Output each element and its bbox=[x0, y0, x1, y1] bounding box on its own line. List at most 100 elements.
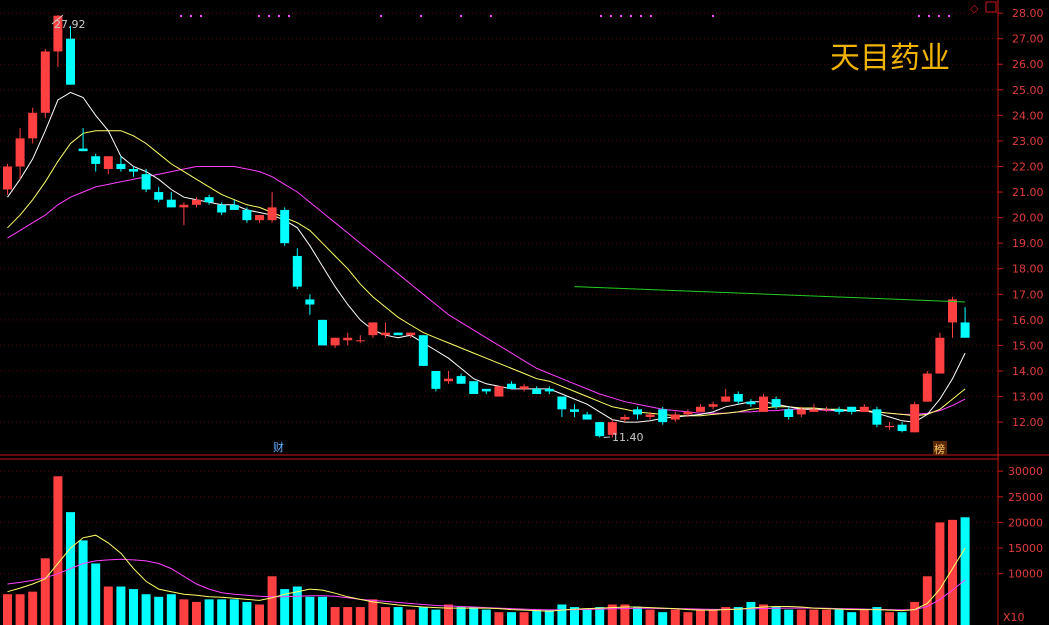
candle-body bbox=[948, 299, 957, 323]
volume-bar bbox=[620, 604, 630, 625]
candle-body bbox=[393, 332, 403, 336]
volume-bar bbox=[607, 604, 617, 625]
candle-body bbox=[759, 396, 768, 412]
event-dot bbox=[200, 15, 202, 17]
volume-bar bbox=[192, 601, 201, 625]
price-tick-label: 25.00 bbox=[1012, 84, 1044, 97]
event-dot bbox=[620, 15, 622, 17]
candle-body bbox=[481, 388, 491, 392]
candle-body bbox=[897, 424, 907, 432]
candle-body bbox=[633, 409, 642, 415]
volume-bar bbox=[532, 609, 542, 625]
candle-body bbox=[696, 406, 705, 412]
candle-body bbox=[15, 138, 25, 167]
candle-body bbox=[670, 414, 680, 420]
candle-body bbox=[267, 207, 277, 221]
volume-bar bbox=[847, 612, 857, 625]
diamond-icon[interactable]: ◇ bbox=[970, 2, 979, 15]
volume-bar bbox=[78, 540, 88, 625]
candle-body bbox=[28, 112, 38, 139]
candle-body bbox=[960, 322, 970, 338]
candle-body bbox=[166, 199, 176, 208]
candle-body bbox=[544, 388, 554, 392]
price-tick-label: 23.00 bbox=[1012, 135, 1044, 148]
candle-body bbox=[620, 416, 630, 420]
candle-body bbox=[229, 204, 239, 210]
volume-bar bbox=[444, 604, 453, 625]
volume-bar bbox=[595, 607, 605, 625]
window-icon[interactable] bbox=[985, 1, 997, 13]
candle-body bbox=[834, 409, 844, 412]
volume-bar bbox=[242, 601, 252, 625]
event-dot bbox=[938, 15, 940, 17]
candle-body bbox=[192, 199, 201, 205]
volume-bar bbox=[885, 612, 894, 625]
volume-bar bbox=[822, 609, 831, 625]
price-tick-label: 26.00 bbox=[1012, 58, 1044, 71]
volume-bar bbox=[292, 586, 302, 625]
candle-body bbox=[318, 319, 327, 346]
event-dot bbox=[288, 15, 290, 17]
price-tick-label: 21.00 bbox=[1012, 186, 1044, 199]
volume-bar bbox=[796, 609, 806, 625]
event-dot bbox=[640, 15, 642, 17]
volume-bar bbox=[406, 609, 416, 625]
candle-body bbox=[406, 332, 416, 336]
volume-bar bbox=[670, 609, 680, 625]
volume-bar bbox=[910, 601, 920, 625]
volume-bar bbox=[116, 586, 126, 625]
volume-bar bbox=[582, 609, 592, 625]
candle-body bbox=[570, 409, 579, 412]
event-dot bbox=[630, 15, 632, 17]
candle-body bbox=[582, 414, 592, 420]
high-price-label: 27.92 bbox=[54, 18, 86, 31]
volume-bar bbox=[746, 601, 756, 625]
volume-bar bbox=[393, 607, 403, 625]
volume-bar bbox=[28, 591, 38, 625]
volume-bar bbox=[570, 607, 579, 625]
volume-bar bbox=[204, 599, 214, 625]
candle-body bbox=[204, 197, 214, 203]
candle-body bbox=[595, 422, 605, 437]
price-tick-label: 16.00 bbox=[1012, 314, 1044, 327]
volume-bar bbox=[418, 607, 428, 625]
price-tick-label: 12.00 bbox=[1012, 416, 1044, 429]
candle-body bbox=[292, 255, 302, 287]
candle-body bbox=[683, 411, 693, 415]
volume-bar bbox=[708, 609, 718, 625]
candle-body bbox=[116, 163, 126, 170]
price-ma5-line bbox=[7, 91, 966, 423]
candle-body bbox=[418, 335, 428, 366]
volume-bar bbox=[872, 607, 882, 625]
volume-bar bbox=[859, 609, 869, 625]
price-tick-label: 24.00 bbox=[1012, 109, 1044, 122]
volume-bar bbox=[633, 607, 642, 625]
volume-bar bbox=[733, 607, 743, 625]
volume-bar bbox=[557, 604, 567, 625]
price-tick-label: 19.00 bbox=[1012, 237, 1044, 250]
trend-line bbox=[574, 286, 966, 303]
candle-body bbox=[922, 373, 932, 402]
event-dot bbox=[278, 15, 280, 17]
candle-body bbox=[519, 386, 529, 389]
candle-body bbox=[910, 404, 920, 433]
candle-body bbox=[330, 337, 340, 346]
event-dot bbox=[610, 15, 612, 17]
candle-body bbox=[141, 174, 151, 190]
candle-body bbox=[935, 337, 945, 374]
candle-body bbox=[532, 388, 542, 394]
candle-body bbox=[658, 409, 668, 423]
volume-bar bbox=[217, 599, 227, 625]
volume-bar bbox=[91, 563, 101, 625]
candle-body bbox=[154, 192, 164, 200]
volume-bar bbox=[658, 612, 668, 625]
volume-tick-label: 15000 bbox=[1008, 542, 1043, 555]
volume-bar bbox=[255, 604, 264, 625]
candle-body bbox=[456, 376, 466, 384]
volume-bar bbox=[431, 609, 441, 625]
volume-bar bbox=[381, 607, 390, 625]
low-price-label: 11.40 bbox=[612, 431, 644, 444]
volume-bar bbox=[481, 609, 491, 625]
price-tick-label: 28.00 bbox=[1012, 7, 1044, 20]
volume-bar bbox=[305, 596, 315, 625]
